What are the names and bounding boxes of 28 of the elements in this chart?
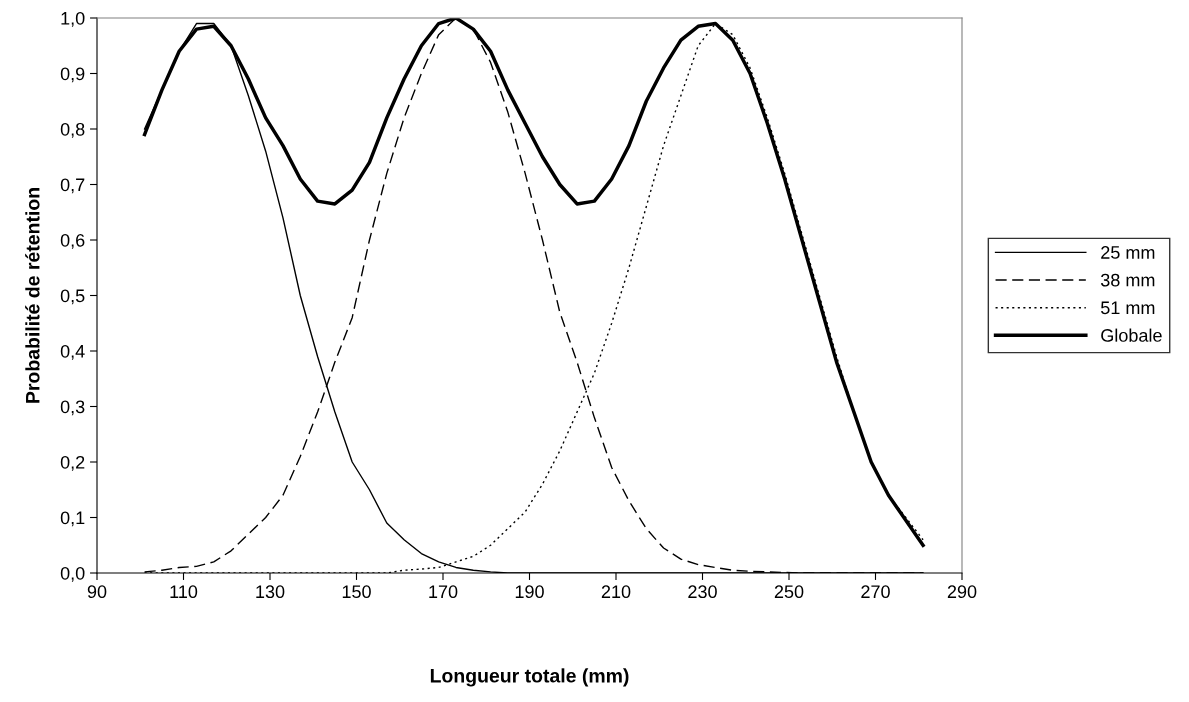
y-tick-label: 0,5 [60,289,85,305]
y-tick-label: 0,6 [60,233,85,249]
x-tick-label: 210 [601,585,631,599]
y-tick-label: 1,0 [61,11,85,27]
x-tick-label: 190 [515,585,544,599]
y-tick-label: 0,0 [60,566,85,582]
y-tick-label: 0,1 [60,511,85,527]
x-axis-title: Longueur totale (mm) [430,668,629,687]
y-tick-label: 0,2 [60,455,85,471]
x-tick-label: 230 [688,585,717,599]
y-tick-label: 0,3 [60,400,85,416]
y-tick-label: 0,4 [60,344,85,360]
x-tick-label: 130 [256,585,285,599]
y-tick-label: 0,8 [60,122,85,138]
legend-label: 25 mm [1101,246,1155,259]
x-tick-label: 170 [429,585,458,599]
legend-label: Globale [1101,328,1162,342]
legend-label: 38 mm [1100,273,1155,287]
y-tick-label: 0,9 [60,67,85,83]
x-tick-label: 150 [342,585,371,599]
x-tick-label: 90 [87,585,107,599]
x-tick-label: 110 [170,585,198,599]
y-axis-title: Probabilité de rétention [25,188,40,403]
x-tick-label: 290 [947,585,977,599]
x-tick-label: 250 [774,585,804,599]
legend-label: 51 mm [1100,301,1155,315]
x-tick-label: 270 [861,585,890,599]
y-tick-label: 0,7 [60,178,85,194]
